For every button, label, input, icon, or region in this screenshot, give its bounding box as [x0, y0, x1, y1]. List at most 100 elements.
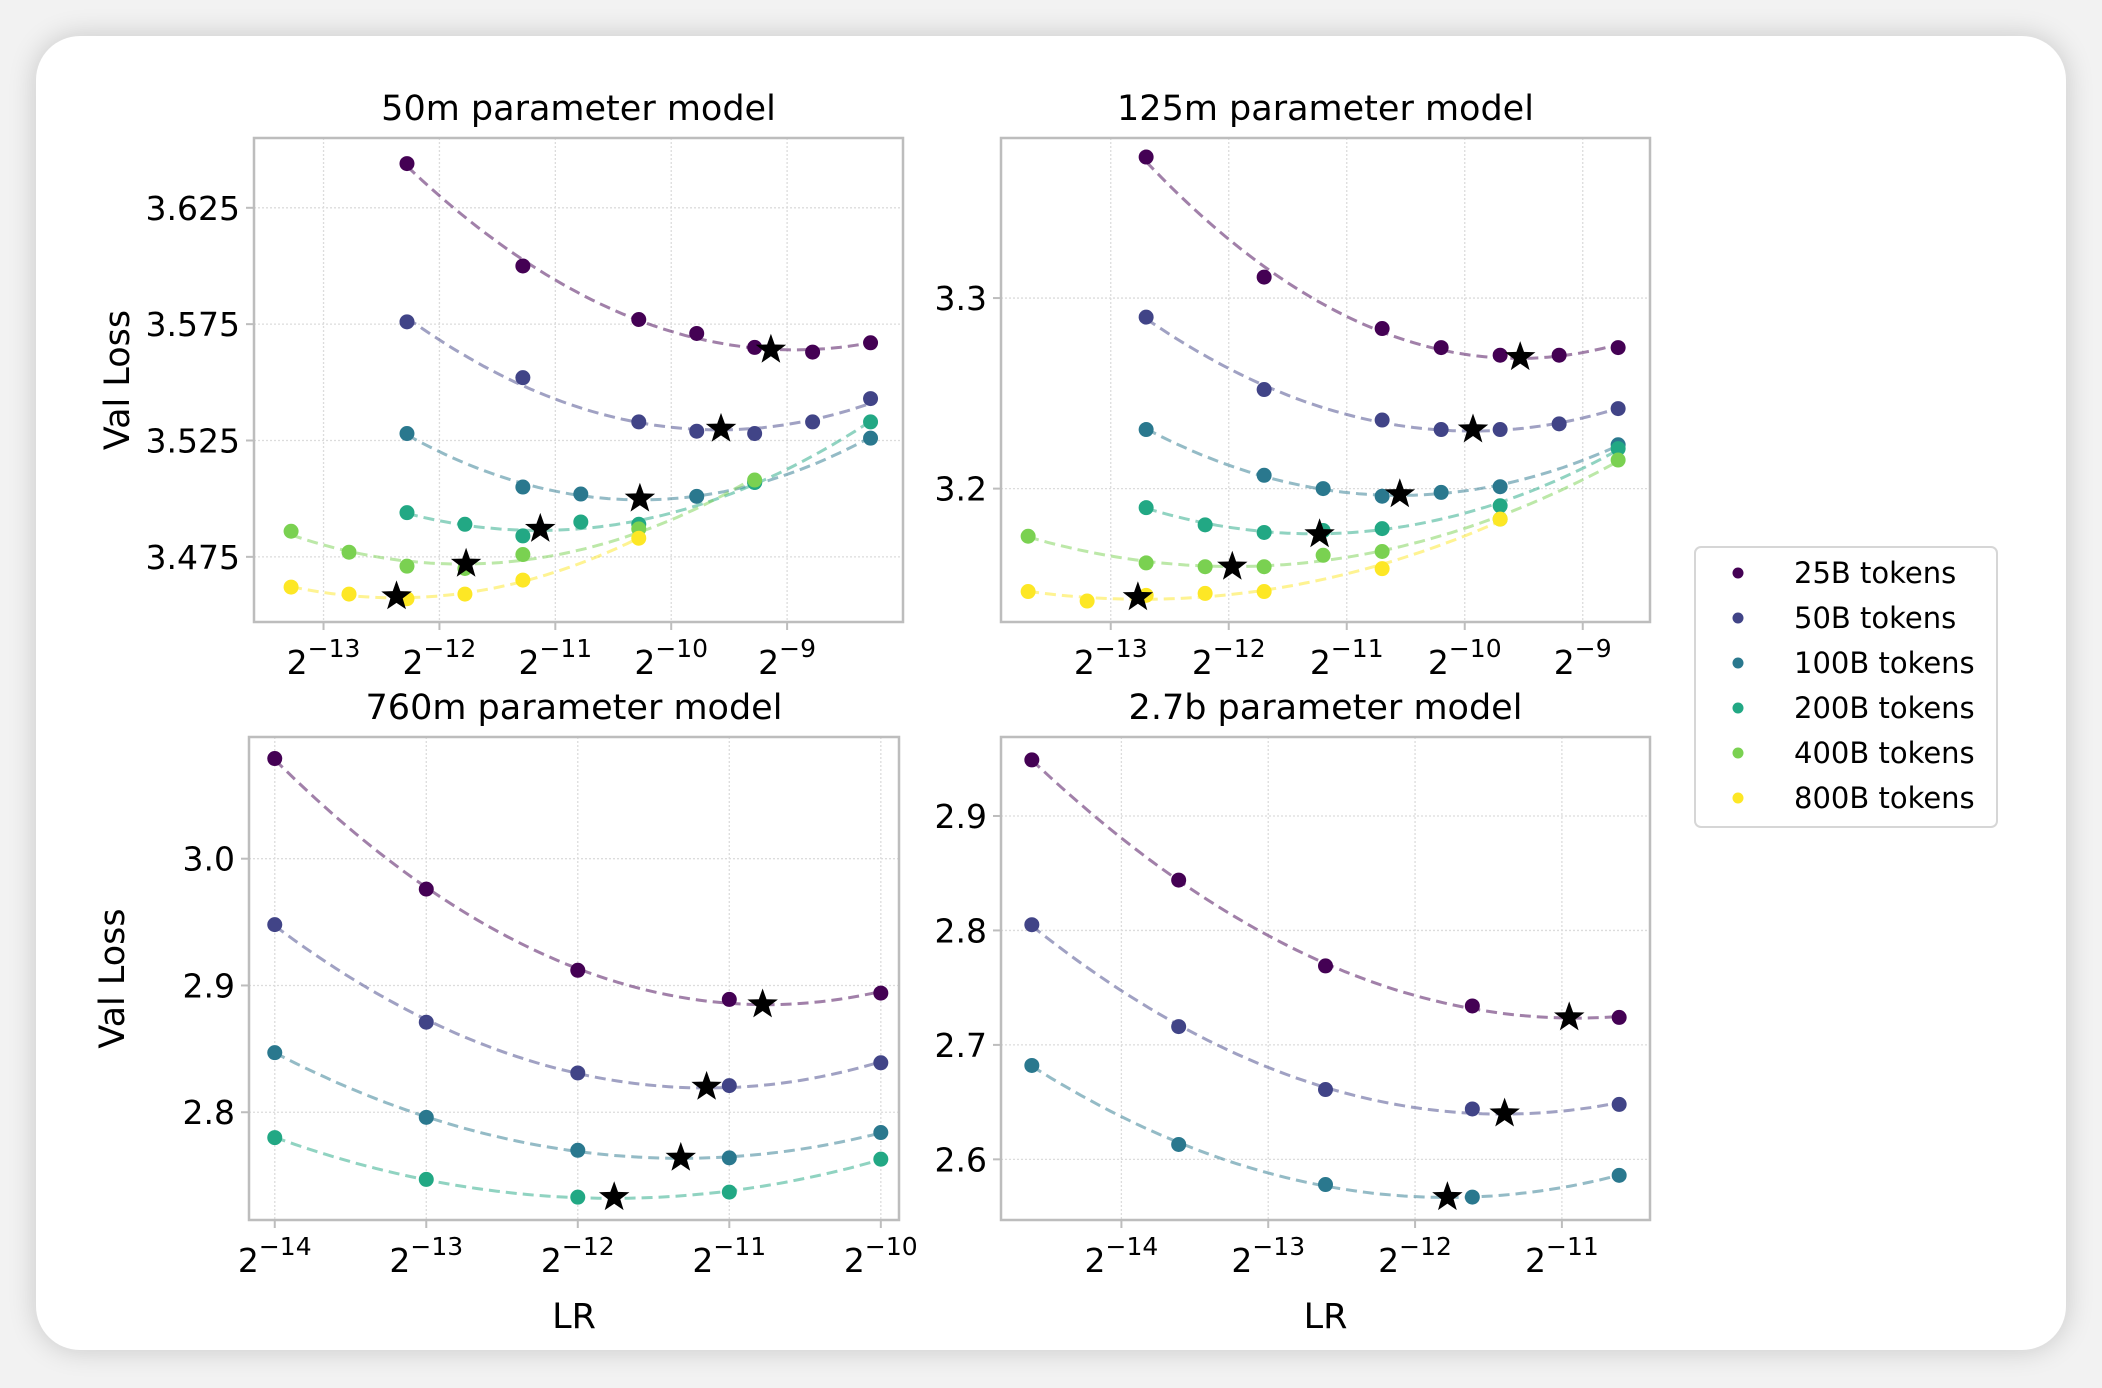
x-tick-exponent: −11: [713, 1232, 766, 1261]
data-point: [570, 1142, 586, 1158]
data-point: [805, 344, 821, 360]
legend-label: 100B tokens: [1794, 646, 1975, 680]
x-tick-exponent: −14: [1106, 1232, 1159, 1261]
series-800b-tokens: [1020, 511, 1508, 611]
data-point: [863, 391, 879, 407]
data-point: [1256, 524, 1272, 540]
legend-label: 400B tokens: [1794, 736, 1975, 770]
data-point: [1433, 340, 1449, 356]
data-point: [1256, 559, 1272, 575]
x-tick-base: 2: [238, 1241, 259, 1280]
optimum-star-marker: [691, 1070, 722, 1100]
data-point: [1318, 1082, 1333, 1098]
data-point: [1492, 498, 1508, 514]
data-point: [721, 1184, 737, 1200]
x-tick-exponent: −14: [259, 1232, 312, 1261]
data-point: [1024, 917, 1040, 933]
data-point: [1464, 1101, 1480, 1117]
data-point: [1610, 401, 1626, 417]
x-tick-label: 2−10: [634, 634, 708, 682]
x-tick-base: 2: [758, 643, 779, 682]
data-point: [1318, 1177, 1333, 1193]
x-tick-exponent: −12: [424, 634, 477, 663]
data-point: [1464, 998, 1480, 1014]
fit-curve: [1031, 1064, 1620, 1199]
y-tick-label: 2.8: [935, 911, 987, 950]
x-tick-exponent: −10: [865, 1232, 918, 1261]
x-tick-label: 2−13: [1231, 1232, 1305, 1280]
data-point: [573, 486, 589, 502]
optimum-star-marker: [705, 412, 737, 442]
legend-label: 800B tokens: [1794, 781, 1975, 815]
plot-frame: [252, 136, 905, 624]
data-point: [689, 423, 705, 439]
x-tick-exponent: −11: [539, 634, 592, 663]
optimum-star-marker: [381, 580, 412, 610]
data-point: [399, 426, 415, 442]
x-tick-exponent: −13: [308, 634, 361, 663]
subplot-title: 50m parameter model: [381, 89, 776, 129]
subplot-4: 2−14 2−13 2−12 2−112.62.72.82.92.7b paramet…: [935, 688, 1652, 1337]
data-point: [1610, 340, 1626, 356]
data-point: [515, 370, 531, 386]
data-point: [1433, 422, 1449, 438]
data-point: [1197, 517, 1213, 533]
fit-curve: [406, 316, 872, 432]
optimum-star-marker: [1457, 413, 1489, 443]
subplot-title: 2.7b parameter model: [1129, 688, 1523, 728]
data-point: [341, 586, 357, 602]
data-point: [1256, 467, 1272, 483]
data-point: [1256, 269, 1272, 285]
x-tick-base: 2: [1525, 1241, 1546, 1280]
legend-marker-icon: [1732, 612, 1744, 624]
data-point: [515, 572, 531, 588]
y-tick-label: 3.3: [935, 279, 987, 318]
data-point: [515, 258, 531, 274]
y-axis-label: Val Loss: [93, 908, 133, 1048]
data-point: [747, 339, 763, 355]
optimum-star-marker: [665, 1141, 696, 1171]
x-tick-exponent: −9: [779, 634, 816, 663]
fit-curve: [406, 419, 872, 533]
x-tick-base: 2: [844, 1241, 865, 1280]
subplot-1: 2−13 2−12 2−11 2−10 2−93.4753.5253.5753.6255…: [98, 89, 905, 682]
legend-item: 25B tokens: [1732, 556, 1956, 590]
data-point: [631, 530, 647, 546]
x-tick-exponent: −12: [1213, 634, 1266, 663]
x-tick-exponent: −11: [1546, 1232, 1599, 1261]
x-tick-base: 2: [1085, 1241, 1106, 1280]
data-point: [1611, 1167, 1627, 1183]
data-point: [747, 472, 763, 488]
optimum-star-marker: [1505, 341, 1536, 371]
x-tick-label: 2−9: [1554, 634, 1612, 682]
legend-marker-icon: [1732, 747, 1744, 759]
data-point: [1138, 555, 1154, 571]
data-point: [1611, 1096, 1627, 1112]
data-point: [399, 505, 415, 521]
optimum-star-marker: [1554, 1001, 1585, 1031]
data-point: [1138, 422, 1154, 438]
optimum-star-marker: [747, 988, 778, 1018]
x-tick-exponent: −13: [1095, 634, 1148, 663]
series-100b-tokens: [399, 426, 879, 512]
data-point: [515, 479, 531, 495]
data-point: [573, 514, 589, 530]
x-tick-base: 2: [1378, 1241, 1399, 1280]
data-point: [267, 1045, 283, 1061]
x-tick-label: 2−12: [1192, 634, 1266, 682]
data-point: [1315, 547, 1331, 563]
fit-curve: [1030, 759, 1620, 1020]
optimum-star-marker: [525, 512, 556, 542]
data-point: [457, 516, 473, 532]
data-point: [873, 1055, 889, 1071]
data-point: [1138, 309, 1154, 325]
data-point: [515, 547, 531, 563]
data-point: [1024, 752, 1040, 768]
x-tick-label: 2−12: [403, 634, 477, 682]
data-point: [1374, 412, 1390, 428]
fit-curve: [290, 476, 756, 566]
x-tick-label: 2−11: [692, 1232, 766, 1280]
optimum-star-marker: [1489, 1097, 1520, 1127]
